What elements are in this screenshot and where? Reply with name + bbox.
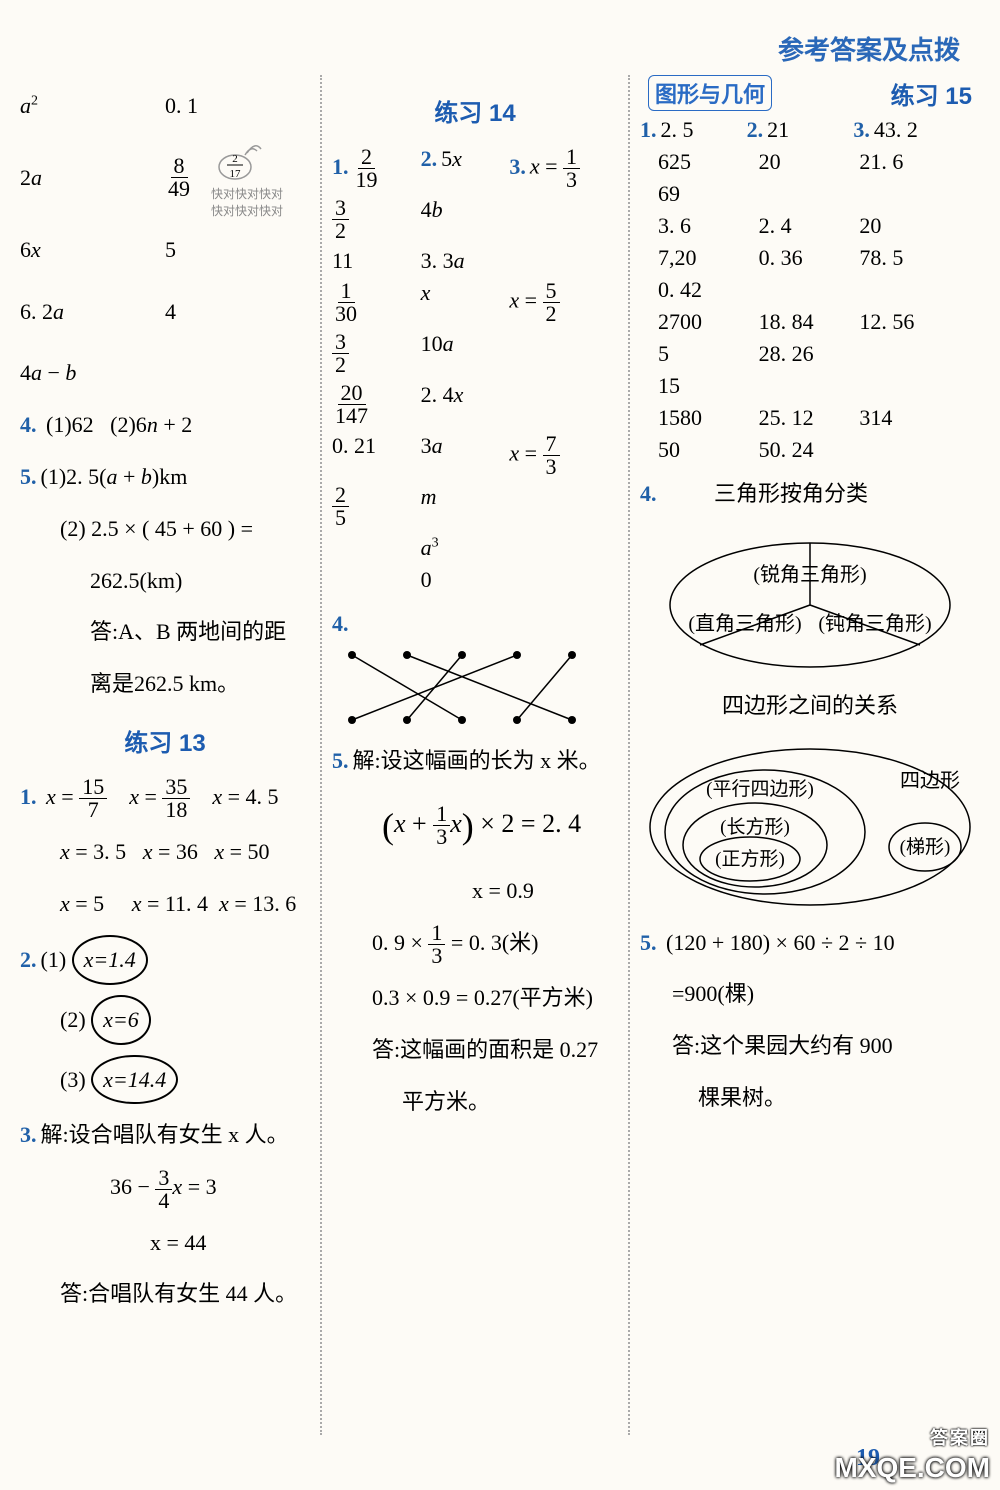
c3-q5-l1: (120 + 180) × 60 ÷ 2 ÷ 10 xyxy=(666,930,895,955)
section-badge: 图形与几何 xyxy=(648,75,772,111)
triangle-venn: (锐角三角形) (直角三角形) (钝角三角形) xyxy=(640,525,970,675)
carrot-icon: 2 17 xyxy=(211,137,269,185)
c3-q5-l2: =900(棵) xyxy=(672,973,980,1015)
c2-q5-l3: x = 0.9 xyxy=(472,870,618,912)
q5-l2: (2) 2.5 × ( 45 + 60 ) = xyxy=(60,508,310,550)
q5-l3: 262.5(km) xyxy=(90,560,310,602)
oval-2: x=6 xyxy=(91,995,151,1045)
svg-text:(长方形): (长方形) xyxy=(720,816,790,838)
content-columns: a2 0. 1 2a 849 2 17 快对快对快对快对快对快对 xyxy=(10,75,990,1435)
page-header: 参考答案及点拨 xyxy=(778,30,960,67)
c3-q5-l4: 棵果树。 xyxy=(698,1077,980,1119)
column-3: 图形与几何 练习 15 1.2. 52.213.43. 2 6252021. 6… xyxy=(630,75,990,1435)
quad-venn: 四边形 (平行四边形) (长方形) (正方形) (梯形) xyxy=(640,737,980,912)
q4-p1: (1)62 xyxy=(46,412,94,437)
svg-text:(正方形): (正方形) xyxy=(715,848,785,870)
carrot-caption: 快对快对快对快对快对快对 xyxy=(211,185,283,219)
oval-1: x=1.4 xyxy=(72,935,148,985)
c2-q5-l6: 答:这幅画的面积是 0.27 xyxy=(372,1029,618,1071)
svg-text:(平行四边形): (平行四边形) xyxy=(706,778,814,800)
svg-text:(锐角三角形): (锐角三角形) xyxy=(753,563,866,586)
q5-l4: 答:A、B 两地间的距 xyxy=(90,611,310,653)
svg-text:(直角三角形): (直角三角形) xyxy=(688,612,801,635)
svg-text:17: 17 xyxy=(230,168,242,180)
c3-q5-l3: 答:这个果园大约有 900 xyxy=(672,1025,980,1067)
watermark-bottom: MXQE.COM xyxy=(834,1452,990,1484)
oval-3: x=14.4 xyxy=(91,1055,178,1105)
triangle-title: 三角形按角分类 xyxy=(714,481,868,506)
ex13-title: 练习 13 xyxy=(20,723,310,758)
ex15-title: 练习 15 xyxy=(891,76,972,111)
q4-num: 4. xyxy=(20,412,37,437)
svg-text:四边形: 四边形 xyxy=(900,769,960,792)
svg-text:2: 2 xyxy=(232,153,238,165)
svg-text:(梯形): (梯形) xyxy=(900,836,951,858)
svg-text:(钝角三角形): (钝角三角形) xyxy=(818,612,931,635)
q3-l4: 答:合唱队有女生 44 人。 xyxy=(60,1273,310,1315)
c2-q5-l1: 解:设这幅画的长为 x 米。 xyxy=(353,748,601,773)
q3-l3: x = 44 xyxy=(150,1222,310,1264)
watermark-top: 答案圈 xyxy=(930,1424,990,1450)
column-2: 练习 14 1.2192.5x3.x = 13 324b 113. 3a 130… xyxy=(320,75,630,1435)
matching-diagram xyxy=(332,645,592,730)
q5-l5: 离是262.5 km。 xyxy=(90,663,310,705)
q5-l1: (1)2. 5(a + b)km xyxy=(41,464,188,489)
c2-q5-l5: 0.3 × 0.9 = 0.27(平方米) xyxy=(372,977,618,1019)
q4-p2: (2)6n + 2 xyxy=(110,412,192,437)
q3-l1: 解:设合唱队有女生 x 人。 xyxy=(41,1122,289,1147)
c1-a1b: 0. 1 xyxy=(165,93,198,118)
column-1: a2 0. 1 2a 849 2 17 快对快对快对快对快对快对 xyxy=(10,75,320,1435)
ex14-title: 练习 14 xyxy=(332,93,618,128)
quad-title: 四边形之间的关系 xyxy=(640,685,980,727)
c2-q5-l7: 平方米。 xyxy=(402,1081,618,1123)
